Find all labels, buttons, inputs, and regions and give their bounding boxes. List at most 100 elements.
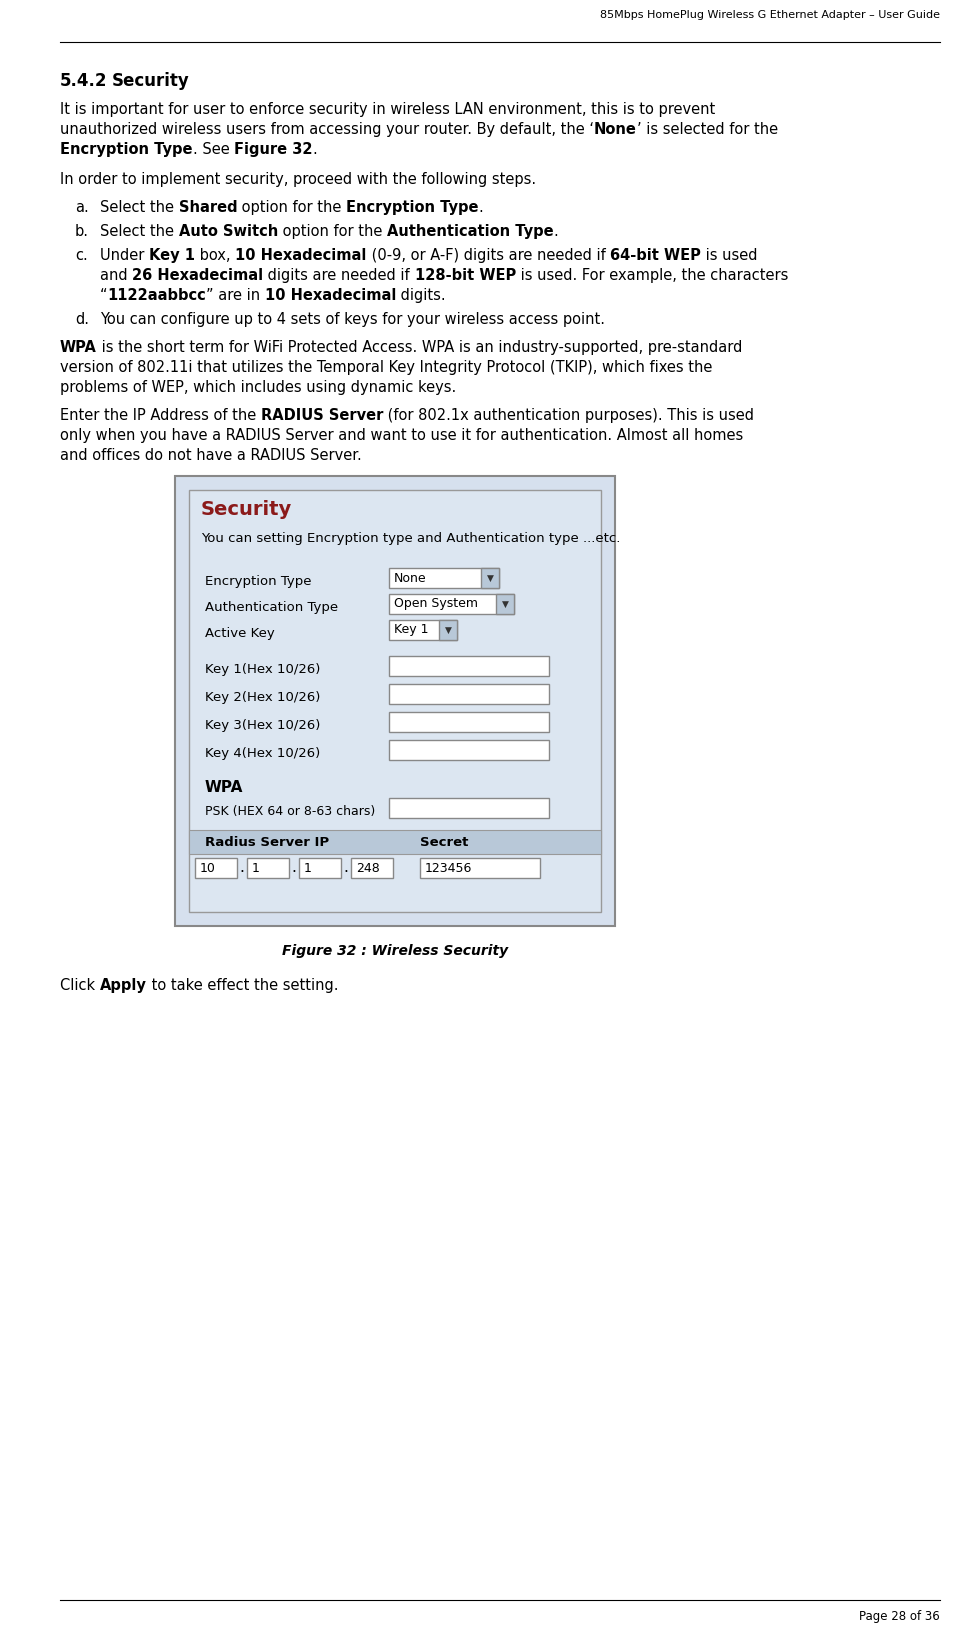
Text: 1: 1 [304,862,312,875]
Bar [389,684,549,703]
Bar [389,656,549,676]
Text: and offices do not have a RADIUS Server.: and offices do not have a RADIUS Server. [60,449,362,463]
Text: .: . [479,201,483,215]
Text: Encryption Type: Encryption Type [60,142,192,157]
Text: to take effect the setting.: to take effect the setting. [147,978,338,992]
Bar [496,594,514,614]
Text: is used: is used [701,248,758,263]
Text: WPA: WPA [60,339,97,356]
Text: Shared: Shared [178,201,237,215]
Text: a.: a. [75,201,89,215]
Text: ’ is selected for the: ’ is selected for the [637,122,778,137]
Text: box,: box, [195,248,235,263]
Bar [389,620,457,640]
Text: You can setting Encryption type and Authentication type ...etc.: You can setting Encryption type and Auth… [201,532,620,545]
Text: Enter the IP Address of the: Enter the IP Address of the [60,408,261,423]
Text: Key 1: Key 1 [149,248,195,263]
Text: RADIUS Server: RADIUS Server [261,408,383,423]
Text: ” are in: ” are in [206,287,265,304]
Text: Active Key: Active Key [205,627,274,640]
Text: only when you have a RADIUS Server and want to use it for authentication. Almost: only when you have a RADIUS Server and w… [60,428,743,442]
Text: 5.4.2: 5.4.2 [60,72,108,90]
Text: 1122aabbcc: 1122aabbcc [108,287,206,304]
Text: .: . [291,860,296,875]
Text: (for 802.1x authentication purposes). This is used: (for 802.1x authentication purposes). Th… [383,408,755,423]
Bar [247,858,289,878]
Text: Authentication Type: Authentication Type [205,601,338,614]
Text: Under: Under [100,248,149,263]
Text: 123456: 123456 [424,862,472,875]
Text: Key 2(Hex 10/26): Key 2(Hex 10/26) [205,690,320,703]
Text: Select the: Select the [100,201,178,215]
Text: problems of WEP, which includes using dynamic keys.: problems of WEP, which includes using dy… [60,380,457,395]
Text: Encryption Type: Encryption Type [346,201,479,215]
Text: Auto Switch: Auto Switch [178,224,278,238]
Text: .: . [343,860,348,875]
Bar [481,568,499,588]
Text: 1: 1 [252,862,260,875]
Text: Page 28 of 36: Page 28 of 36 [859,1611,940,1622]
Text: Encryption Type: Encryption Type [205,574,312,588]
Text: Secret: Secret [419,836,468,849]
Bar [439,620,457,640]
Text: It is important for user to enforce security in wireless LAN environment, this i: It is important for user to enforce secu… [60,101,715,118]
Text: None: None [394,571,426,584]
Text: Security: Security [201,499,292,519]
Bar [389,798,549,818]
Text: Key 4(Hex 10/26): Key 4(Hex 10/26) [205,746,320,759]
Text: (0-9, or A-F) digits are needed if: (0-9, or A-F) digits are needed if [367,248,610,263]
Text: unauthorized wireless users from accessing your router. By default, the ‘: unauthorized wireless users from accessi… [60,122,594,137]
Bar [175,477,615,925]
Text: . See: . See [192,142,234,157]
Bar [419,858,540,878]
Bar [189,490,601,912]
Text: “: “ [100,287,108,304]
Text: Click: Click [60,978,100,992]
Text: 26 Hexadecimal: 26 Hexadecimal [132,268,264,282]
Text: digits.: digits. [396,287,446,304]
Text: Open System: Open System [394,597,478,610]
Text: ▼: ▼ [486,573,494,583]
Bar [351,858,393,878]
Text: Key 1(Hex 10/26): Key 1(Hex 10/26) [205,663,320,676]
Text: Apply: Apply [100,978,147,992]
Text: option for the: option for the [278,224,387,238]
Text: Key 3(Hex 10/26): Key 3(Hex 10/26) [205,718,320,731]
Text: 10: 10 [200,862,216,875]
Text: WPA: WPA [205,780,243,795]
Text: Authentication Type: Authentication Type [387,224,554,238]
Text: 128-bit WEP: 128-bit WEP [415,268,515,282]
Text: Radius Server IP: Radius Server IP [205,836,329,849]
Bar [389,739,549,761]
Bar [299,858,341,878]
Bar [195,858,237,878]
Text: is the short term for WiFi Protected Access. WPA is an industry-supported, pre-s: is the short term for WiFi Protected Acc… [97,339,742,356]
Text: is used. For example, the characters: is used. For example, the characters [515,268,788,282]
Text: 64-bit WEP: 64-bit WEP [610,248,701,263]
Text: c.: c. [75,248,88,263]
Text: d.: d. [75,312,89,326]
Text: Select the: Select the [100,224,178,238]
Text: Figure 32 : Wireless Security: Figure 32 : Wireless Security [282,943,508,958]
Text: b.: b. [75,224,89,238]
Text: In order to implement security, proceed with the following steps.: In order to implement security, proceed … [60,171,536,188]
Text: .: . [239,860,244,875]
Text: ▼: ▼ [445,625,452,635]
Text: .: . [313,142,318,157]
Text: None: None [594,122,637,137]
Bar [389,568,499,588]
Bar [389,594,514,614]
Text: version of 802.11i that utilizes the Temporal Key Integrity Protocol (TKIP), whi: version of 802.11i that utilizes the Tem… [60,361,712,375]
Text: 85Mbps HomePlug Wireless G Ethernet Adapter – User Guide: 85Mbps HomePlug Wireless G Ethernet Adap… [600,10,940,20]
Text: 10 Hexadecimal: 10 Hexadecimal [265,287,396,304]
Text: Figure 32: Figure 32 [234,142,313,157]
Text: digits are needed if: digits are needed if [264,268,415,282]
Text: 248: 248 [356,862,380,875]
Text: PSK (HEX 64 or 8-63 chars): PSK (HEX 64 or 8-63 chars) [205,805,375,818]
Bar [189,831,601,854]
Text: Key 1: Key 1 [394,623,428,636]
Text: .: . [554,224,559,238]
Text: 10 Hexadecimal: 10 Hexadecimal [235,248,367,263]
Text: ▼: ▼ [502,599,509,609]
Text: option for the: option for the [237,201,346,215]
